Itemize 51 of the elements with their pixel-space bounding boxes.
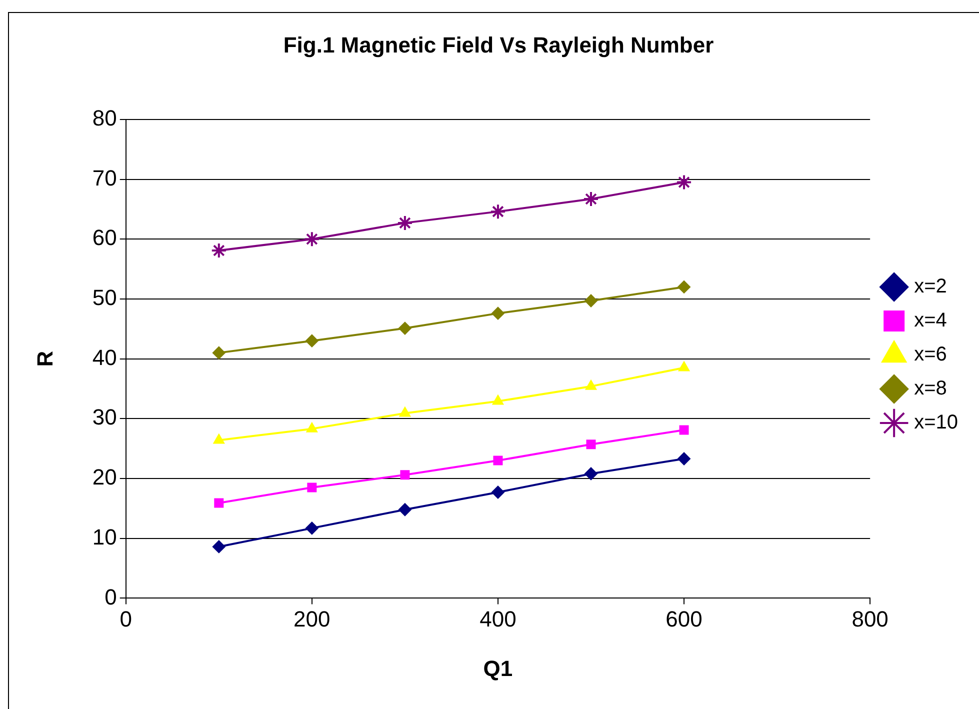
point bbox=[305, 334, 318, 348]
y-axis-title: R bbox=[32, 350, 58, 367]
point bbox=[399, 406, 411, 417]
legend-label: x=2 bbox=[914, 276, 947, 298]
point bbox=[398, 322, 412, 335]
legend-label: x=4 bbox=[914, 310, 947, 332]
point bbox=[584, 294, 598, 308]
point bbox=[492, 394, 504, 405]
point bbox=[491, 486, 504, 499]
point bbox=[213, 434, 225, 444]
point bbox=[584, 467, 598, 480]
x-tick-label: 600 bbox=[666, 606, 702, 632]
point bbox=[400, 470, 410, 480]
x-axis-title: Q1 bbox=[483, 656, 513, 681]
point bbox=[491, 306, 504, 320]
point bbox=[586, 440, 596, 450]
y-tick-label: 40 bbox=[92, 344, 117, 370]
point bbox=[585, 380, 597, 390]
point bbox=[676, 174, 692, 190]
point bbox=[493, 456, 503, 466]
legend-label: x=6 bbox=[914, 344, 947, 366]
point bbox=[306, 422, 318, 432]
point bbox=[305, 522, 318, 535]
y-tick-label: 70 bbox=[92, 165, 117, 190]
point bbox=[679, 425, 689, 435]
point bbox=[398, 503, 412, 516]
point bbox=[583, 191, 599, 207]
point bbox=[210, 242, 227, 258]
y-tick-label: 80 bbox=[92, 105, 117, 130]
chart-title: Fig.1 Magnetic Field Vs Rayleigh Number bbox=[283, 32, 714, 58]
y-tick-label: 20 bbox=[92, 464, 117, 490]
x-tick-label: 400 bbox=[480, 606, 516, 632]
point bbox=[212, 346, 226, 360]
point bbox=[678, 452, 691, 466]
y-tick-label: 30 bbox=[92, 404, 117, 430]
point bbox=[214, 498, 224, 508]
point bbox=[212, 540, 226, 554]
x-tick-label: 800 bbox=[852, 606, 888, 632]
legend-label: x=10 bbox=[914, 412, 958, 434]
y-tick-label: 10 bbox=[92, 524, 117, 550]
y-tick-label: 60 bbox=[92, 225, 117, 250]
point bbox=[304, 231, 320, 248]
x-tick-label: 200 bbox=[294, 606, 330, 632]
point bbox=[490, 204, 506, 220]
point bbox=[678, 280, 691, 294]
point bbox=[678, 361, 690, 372]
y-tick-label: 0 bbox=[104, 584, 117, 610]
legend-label: x=8 bbox=[914, 378, 947, 400]
y-tick-label: 50 bbox=[92, 285, 117, 310]
point bbox=[396, 214, 413, 231]
point bbox=[307, 482, 317, 492]
